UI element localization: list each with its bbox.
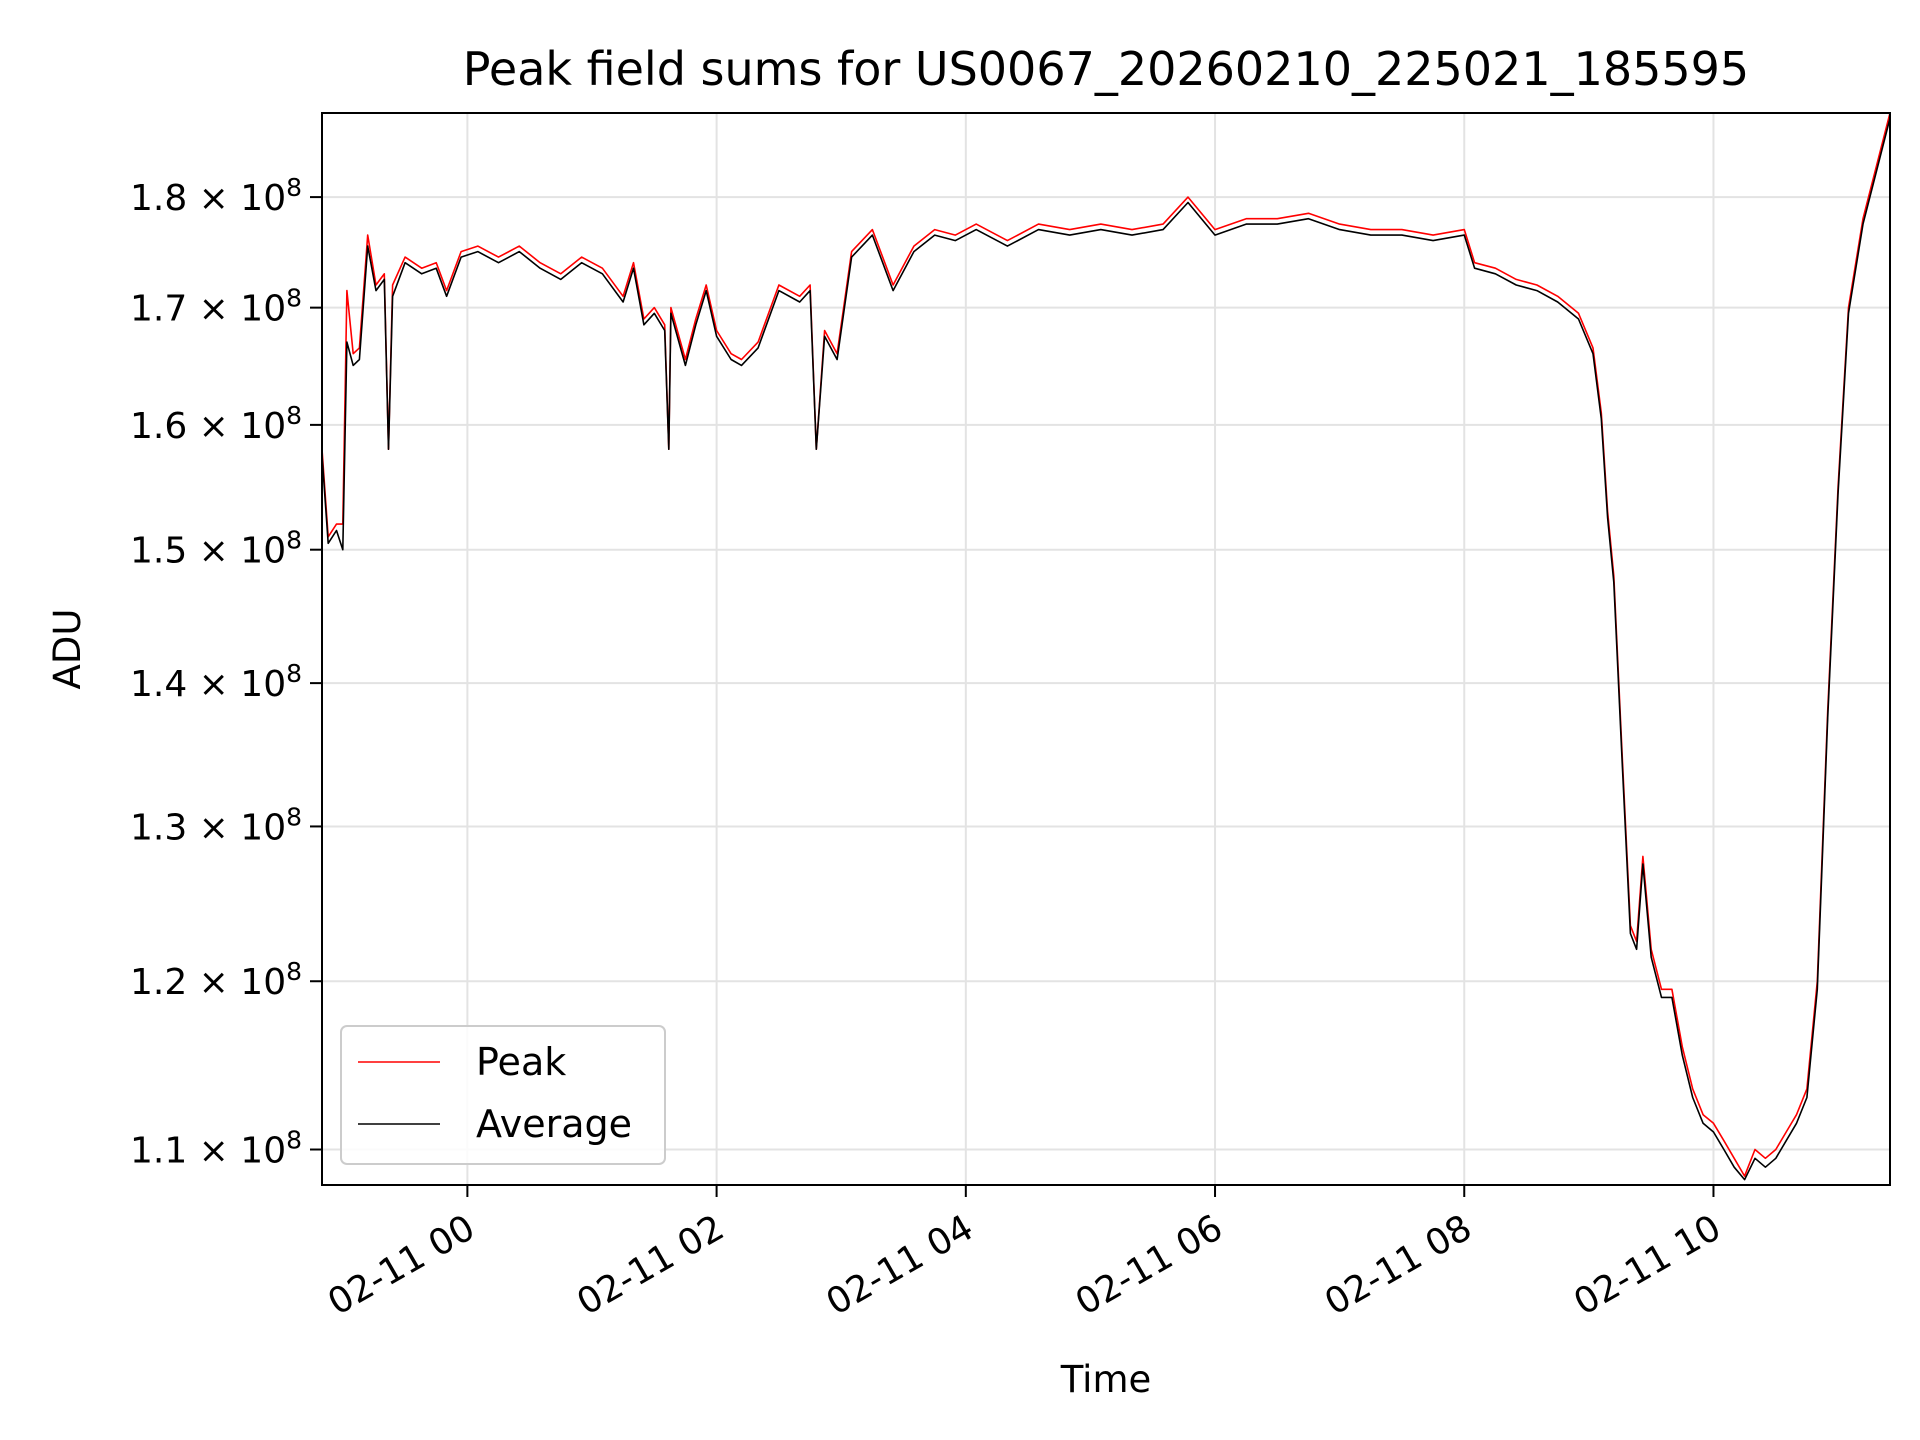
y-tick-exponent: 8: [286, 802, 302, 831]
y-tick-exponent: 8: [286, 526, 302, 555]
y-tick-label: 1.3 × 108: [130, 802, 302, 848]
y-tick-label: 1.1 × 108: [130, 1126, 302, 1172]
y-tick-mantissa: 1.2: [130, 962, 187, 1003]
y-tick-times-ten: × 10: [187, 664, 286, 705]
y-axis-label: ADU: [46, 609, 89, 690]
y-tick-mantissa: 1.8: [130, 178, 187, 219]
y-tick-label: 1.6 × 108: [130, 401, 302, 447]
series-line-average: [321, 118, 1891, 1181]
y-tick-exponent: 8: [286, 1126, 302, 1155]
y-tick-label: 1.7 × 108: [130, 284, 302, 330]
y-tick-label: 1.5 × 108: [130, 526, 302, 572]
y-tick-times-ten: × 10: [187, 406, 286, 447]
legend-label-average: Average: [476, 1102, 632, 1146]
y-tick-times-ten: × 10: [187, 962, 286, 1003]
y-tick-exponent: 8: [286, 284, 302, 313]
y-tick-times-ten: × 10: [187, 531, 286, 572]
y-tick-label: 1.8 × 108: [130, 173, 302, 219]
series-line-peak: [321, 112, 1891, 1177]
y-tick-label: 1.2 × 108: [130, 957, 302, 1003]
y-tick-times-ten: × 10: [187, 178, 286, 219]
y-tick-times-ten: × 10: [187, 807, 286, 848]
y-tick-mantissa: 1.1: [130, 1131, 187, 1172]
grid-lines: [322, 113, 1890, 1185]
y-tick-times-ten: × 10: [187, 289, 286, 330]
y-tick-mantissa: 1.6: [130, 406, 187, 447]
x-axis-label: Time: [1060, 1358, 1152, 1401]
legend-box: [340, 1025, 666, 1165]
y-tick-mantissa: 1.3: [130, 807, 187, 848]
y-tick-mantissa: 1.7: [130, 289, 187, 330]
y-tick-mantissa: 1.5: [130, 531, 187, 572]
y-tick-mantissa: 1.4: [130, 664, 187, 705]
y-tick-label: 1.4 × 108: [130, 659, 302, 705]
legend: Peak Average: [340, 1025, 666, 1165]
plot-area-frame: [321, 112, 1891, 1186]
y-tick-times-ten: × 10: [187, 1131, 286, 1172]
y-tick-exponent: 8: [286, 659, 302, 688]
series-lines: [321, 112, 1891, 1181]
chart-title: Peak field sums for US0067_20260210_2250…: [463, 42, 1749, 96]
legend-label-peak: Peak: [476, 1040, 566, 1084]
y-tick-exponent: 8: [286, 401, 302, 430]
y-tick-exponent: 8: [286, 957, 302, 986]
y-tick-exponent: 8: [286, 173, 302, 202]
